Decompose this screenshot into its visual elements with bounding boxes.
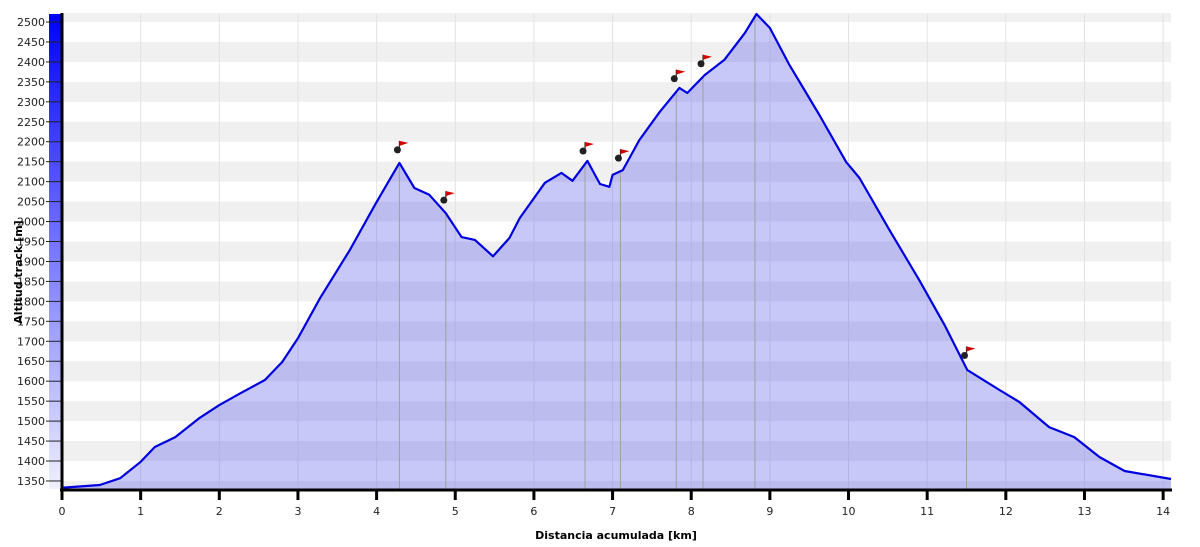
y-tick-label: 1550 bbox=[17, 395, 45, 408]
y-tick-label: 2000 bbox=[17, 216, 45, 229]
waypoint-marker bbox=[614, 149, 630, 162]
waypoint-lines bbox=[398, 16, 968, 489]
waypoint-dot bbox=[393, 146, 401, 154]
flag-icon bbox=[620, 149, 630, 155]
x-tick-label: 7 bbox=[609, 505, 616, 518]
elevation-line bbox=[61, 12, 1172, 489]
y-tick-label: 2450 bbox=[17, 36, 45, 49]
y-axis-gradient-bar bbox=[49, 14, 61, 489]
x-tick-label: 14 bbox=[1156, 505, 1170, 518]
band bbox=[62, 161, 1171, 182]
y-tick-label: 1950 bbox=[17, 236, 45, 249]
area-band bbox=[62, 281, 1171, 302]
waypoint-dot bbox=[614, 154, 622, 162]
y-tick-label: 1800 bbox=[17, 295, 45, 308]
x-tick-label: 8 bbox=[688, 505, 695, 518]
area-band bbox=[62, 401, 1171, 422]
y-tick-label: 2200 bbox=[17, 136, 45, 149]
y-tick-label: 2100 bbox=[17, 176, 45, 189]
y-tick-label: 1400 bbox=[17, 455, 45, 468]
y-tick-label: 1650 bbox=[17, 355, 45, 368]
x-tick-label: 2 bbox=[216, 505, 223, 518]
band bbox=[62, 121, 1171, 142]
area-band bbox=[62, 480, 1171, 489]
y-tick-label: 2400 bbox=[17, 56, 45, 69]
y-tick-label: 2300 bbox=[17, 96, 45, 109]
flag-icon bbox=[703, 54, 713, 60]
y-tick-label: 2500 bbox=[17, 16, 45, 29]
waypoint-marker bbox=[670, 69, 686, 83]
x-tick-label: 1 bbox=[137, 505, 144, 518]
x-tick-label: 12 bbox=[999, 505, 1013, 518]
band bbox=[62, 13, 1171, 22]
waypoint-marker bbox=[440, 191, 455, 204]
x-tick-label: 4 bbox=[373, 505, 380, 518]
y-tick-label: 1500 bbox=[17, 415, 45, 428]
flag-icon bbox=[585, 142, 595, 148]
x-tick-label: 3 bbox=[294, 505, 301, 518]
y-tick-label: 1350 bbox=[17, 475, 45, 488]
waypoint-dot bbox=[440, 196, 448, 204]
y-tick-label: 1850 bbox=[17, 275, 45, 288]
waypoint-dot bbox=[579, 147, 587, 155]
y-tick-label: 2250 bbox=[17, 116, 45, 129]
y-tick-label: 1750 bbox=[17, 315, 45, 328]
band bbox=[62, 41, 1171, 62]
x-tick-label: 6 bbox=[530, 505, 537, 518]
x-tick-label: 13 bbox=[1077, 505, 1091, 518]
x-axis-label: Distancia acumulada [km] bbox=[535, 529, 697, 542]
area-band bbox=[62, 321, 1171, 342]
waypoint-dot bbox=[961, 351, 969, 359]
flag-icon bbox=[399, 140, 409, 146]
waypoint-markers bbox=[393, 54, 976, 359]
x-tick-label: 11 bbox=[920, 505, 934, 518]
waypoint-dot bbox=[697, 60, 705, 68]
flag-icon bbox=[445, 191, 455, 197]
y-axis-ticks: 1350 1400 1450 1500 1550 1600 1650 1700 1750 1800… bbox=[17, 16, 62, 488]
y-tick-label: 1900 bbox=[17, 255, 45, 268]
flag-icon bbox=[966, 346, 976, 352]
x-tick-label: 0 bbox=[59, 505, 66, 518]
y-tick-label: 1450 bbox=[17, 435, 45, 448]
flag-icon bbox=[676, 69, 686, 75]
y-tick-label: 2050 bbox=[17, 196, 45, 209]
x-tick-label: 9 bbox=[766, 505, 773, 518]
area-band bbox=[62, 441, 1171, 462]
waypoint-marker bbox=[393, 140, 409, 154]
waypoint-marker bbox=[579, 142, 595, 155]
waypoint-marker bbox=[697, 54, 713, 68]
x-tick-label: 10 bbox=[842, 505, 856, 518]
area-band bbox=[62, 361, 1171, 382]
y-axis-label: Altitud track [m] bbox=[12, 220, 25, 323]
band bbox=[62, 81, 1171, 102]
y-tick-label: 1600 bbox=[17, 375, 45, 388]
waypoint-marker bbox=[961, 346, 976, 359]
x-axis-ticks: 0 1 2 3 4 5 6 7 8 9 10 11 12 13 14 bbox=[59, 490, 1170, 518]
y-tick-label: 1700 bbox=[17, 335, 45, 348]
x-tick-label: 5 bbox=[452, 505, 459, 518]
y-tick-label: 2350 bbox=[17, 76, 45, 89]
waypoint-dot bbox=[670, 75, 678, 83]
y-tick-label: 2150 bbox=[17, 156, 45, 169]
